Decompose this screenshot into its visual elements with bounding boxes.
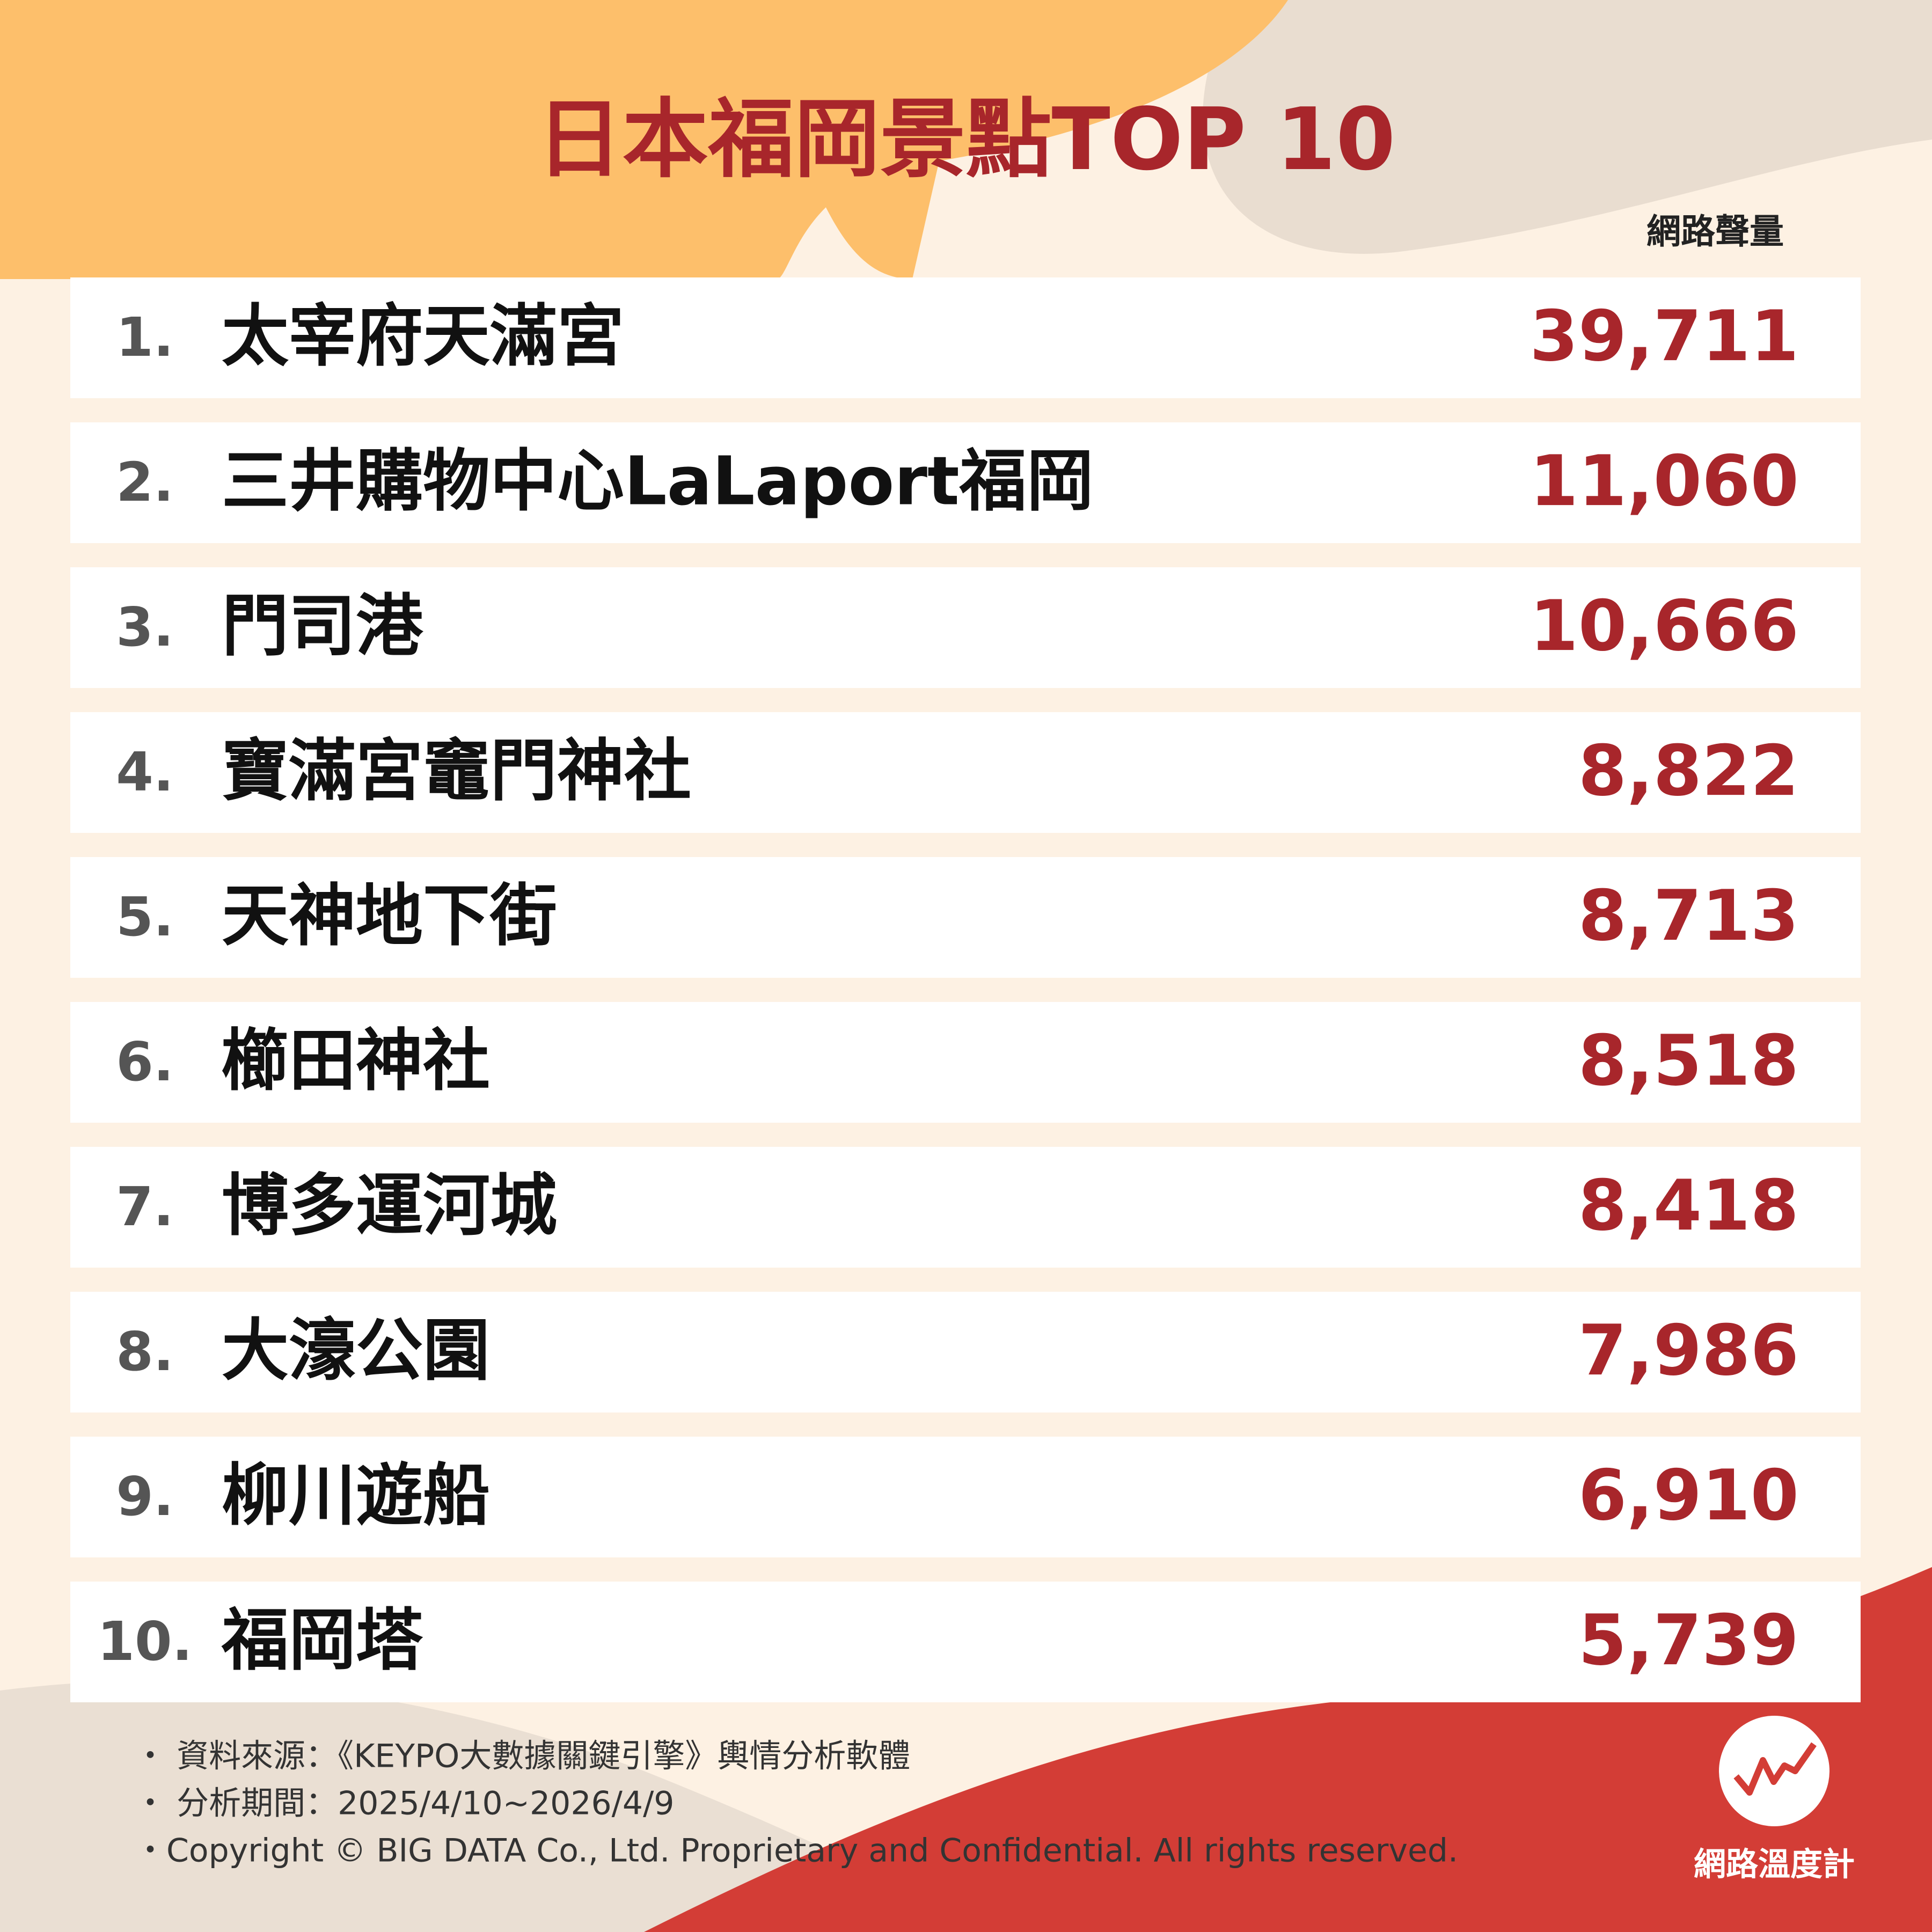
spot-name: 太宰府天滿宮: [222, 298, 624, 376]
row-background: [70, 1147, 1861, 1268]
volume: 8,518: [1578, 1020, 1799, 1101]
volume: 5,739: [1578, 1599, 1799, 1681]
bg-shape: [0, 1680, 993, 1932]
spot-name: 櫛田神社: [222, 1022, 490, 1100]
rank: 4.: [116, 741, 174, 803]
volume: 8,418: [1578, 1165, 1799, 1246]
row-background: [70, 1582, 1861, 1702]
logo-icon: [1733, 1742, 1817, 1796]
volume: 8,713: [1578, 875, 1799, 956]
logo-circle: [1719, 1716, 1829, 1826]
rank: 7.: [116, 1175, 174, 1238]
bg-shape: [644, 1567, 1932, 1932]
footer-notes: ・ 資料來源：《KEYPO大數據關鍵引擎》輿情分析軟體・ 分析期間：2025/4…: [134, 1738, 1458, 1870]
volume: 39,711: [1529, 295, 1799, 377]
ranking-table: 1. 太宰府天滿宮 39,711 2. 三井購物中心LaLaport福岡 11,060 3.…: [70, 277, 1861, 1702]
volume: 11,060: [1529, 440, 1799, 522]
spot-name: 寶滿宮竈門神社: [222, 733, 691, 810]
bg-shape: [1203, 0, 1932, 254]
volume: 10,666: [1529, 585, 1799, 667]
spot-name: 大濠公園: [222, 1312, 490, 1390]
footer-note: ・ 資料來源：《KEYPO大數據關鍵引擎》輿情分析軟體: [134, 1738, 910, 1775]
bg-shape: [376, 0, 1020, 279]
rank: 10.: [97, 1610, 192, 1673]
logo-text: 網路溫度計: [1694, 1846, 1855, 1884]
rank: 6.: [116, 1030, 174, 1093]
rank: 3.: [116, 596, 174, 658]
row-background: [70, 857, 1861, 978]
volume: 6,910: [1578, 1454, 1799, 1536]
rank: 8.: [116, 1320, 174, 1383]
footer-note: ・Copyright © BIG DATA Co., Ltd. Propriet…: [134, 1832, 1458, 1870]
rank: 1.: [116, 306, 174, 369]
spot-name: 柳川遊船: [222, 1457, 490, 1535]
row-background: [70, 1437, 1861, 1557]
row-background: [70, 567, 1861, 688]
row-background: [70, 1002, 1861, 1123]
footer-note: ・ 分析期間：2025/4/10~2026/4/9: [134, 1785, 674, 1823]
title: 日本福岡景點TOP 10: [537, 89, 1396, 189]
row-background: [70, 422, 1861, 543]
spot-name: 三井購物中心LaLaport福岡: [222, 443, 1094, 521]
rank: 2.: [116, 451, 174, 514]
row-background: [70, 1292, 1861, 1413]
row-background: [70, 277, 1861, 398]
rank: 5.: [116, 885, 174, 948]
spot-name: 天神地下街: [222, 877, 557, 955]
spot-name: 門司港: [222, 588, 424, 665]
volume: 8,822: [1578, 730, 1799, 811]
spot-name: 福岡塔: [221, 1602, 423, 1680]
row-background: [70, 712, 1861, 833]
column-label: 網路聲量: [1646, 213, 1784, 252]
volume: 7,986: [1578, 1309, 1799, 1391]
spot-name: 博多運河城: [222, 1167, 557, 1245]
rank: 9.: [116, 1465, 174, 1528]
